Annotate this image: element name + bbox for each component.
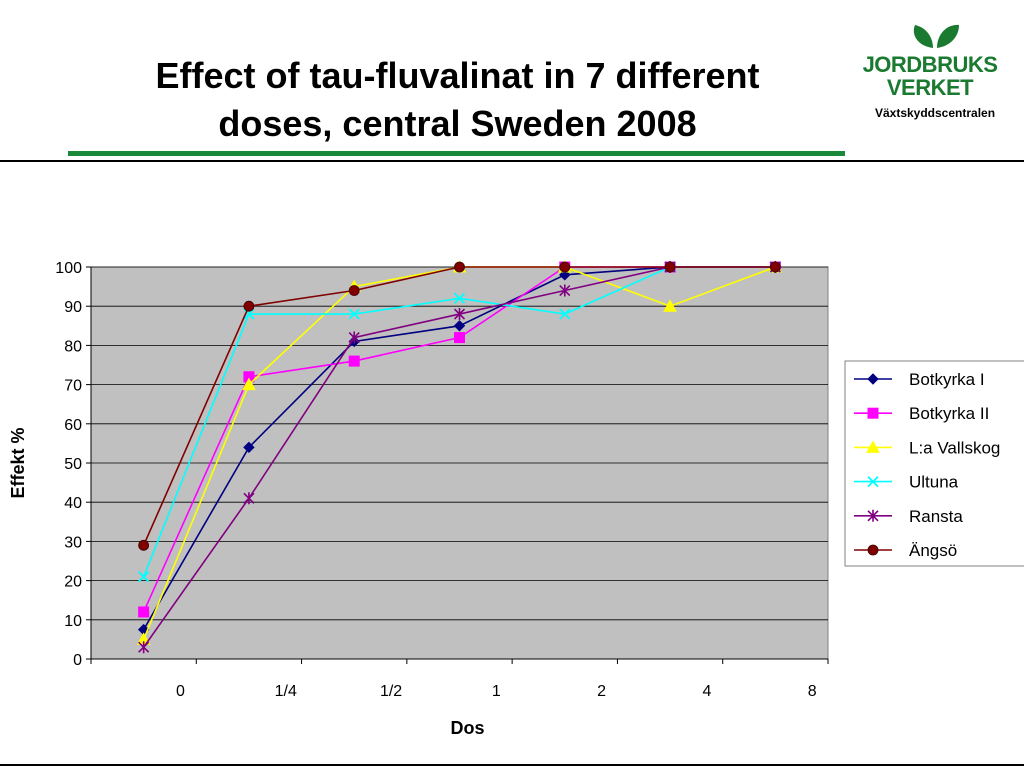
- title-line-1: Effect of tau-fluvalinat in 7 different: [155, 55, 760, 96]
- leaf-icon: [913, 24, 959, 48]
- slide-title: Effect of tau-fluvalinat in 7 different …: [60, 52, 855, 148]
- data-point: [663, 299, 677, 312]
- y-tick-label: 40: [64, 495, 82, 512]
- x-tick-label: 8: [808, 683, 817, 700]
- x-tick-label: 1: [492, 683, 501, 700]
- data-point: [453, 308, 466, 321]
- y-tick-label: 80: [64, 338, 82, 355]
- data-point: [138, 641, 150, 654]
- header-divider: [0, 160, 1024, 162]
- y-tick-label: 90: [64, 299, 82, 316]
- y-tick-label: 100: [55, 260, 82, 277]
- legend-marker: [866, 440, 880, 453]
- right-leaf-icon: [937, 24, 959, 48]
- footer-divider: [0, 764, 1024, 766]
- data-point: [559, 284, 571, 297]
- data-point: [243, 492, 255, 505]
- legend-label: Ultuna: [909, 473, 959, 492]
- data-point: [138, 571, 150, 583]
- left-leaf-icon: [913, 25, 933, 48]
- x-tick-label: 4: [702, 683, 711, 700]
- legend-marker: [867, 373, 879, 385]
- data-point: [243, 441, 255, 454]
- logo-line-2: VERKET: [886, 75, 974, 100]
- data-point: [242, 377, 256, 391]
- jordbruksverket-logo: JORDBRUKS VERKET Växtskyddscentralen: [855, 22, 1015, 127]
- logo-line-1: JORDBRUKS: [862, 52, 998, 77]
- data-point: [348, 308, 360, 320]
- data-point: [664, 261, 676, 273]
- x-tick-label: 0: [176, 683, 185, 700]
- y-axis-label: Effekt %: [8, 427, 28, 498]
- legend-marker: [867, 544, 879, 556]
- y-tick-label: 60: [64, 417, 82, 434]
- data-point: [559, 261, 571, 273]
- data-point: [454, 332, 465, 344]
- x-axis-label: Dos: [450, 718, 484, 738]
- y-tick-label: 30: [64, 534, 82, 551]
- data-point: [348, 285, 360, 296]
- data-point: [453, 320, 466, 332]
- title-underline: [68, 151, 845, 156]
- data-point: [138, 539, 150, 551]
- data-point: [243, 300, 255, 312]
- legend-box: [844, 360, 1024, 567]
- x-tick-label: 1/4: [275, 683, 297, 700]
- legend-label: L:a Vallskog: [909, 438, 1000, 457]
- legend-marker: [867, 509, 879, 522]
- data-point: [348, 355, 360, 367]
- x-tick-label: 1/2: [380, 683, 402, 700]
- legend-marker: [867, 407, 879, 419]
- legend-marker: [867, 475, 879, 488]
- data-point: [769, 261, 781, 273]
- legend-label: Ransta: [909, 507, 963, 526]
- logo-subtitle: Växtskyddscentralen: [874, 106, 996, 120]
- y-tick-label: 50: [64, 456, 82, 473]
- data-point: [453, 292, 466, 304]
- x-tick-label: 2: [597, 683, 606, 700]
- data-point: [559, 308, 571, 320]
- legend-label: Botkyrka I: [909, 370, 985, 389]
- y-tick-label: 70: [64, 378, 82, 395]
- legend-label: Botkyrka II: [909, 404, 989, 423]
- y-tick-label: 20: [64, 574, 82, 591]
- y-tick-label: 10: [64, 613, 82, 630]
- y-tick-label: 0: [73, 652, 82, 669]
- data-point: [138, 606, 150, 618]
- title-line-2: doses, central Sweden 2008: [218, 103, 697, 144]
- data-point: [454, 261, 465, 273]
- data-point: [243, 308, 255, 320]
- data-point: [348, 331, 360, 344]
- legend-label: Ängsö: [909, 541, 957, 560]
